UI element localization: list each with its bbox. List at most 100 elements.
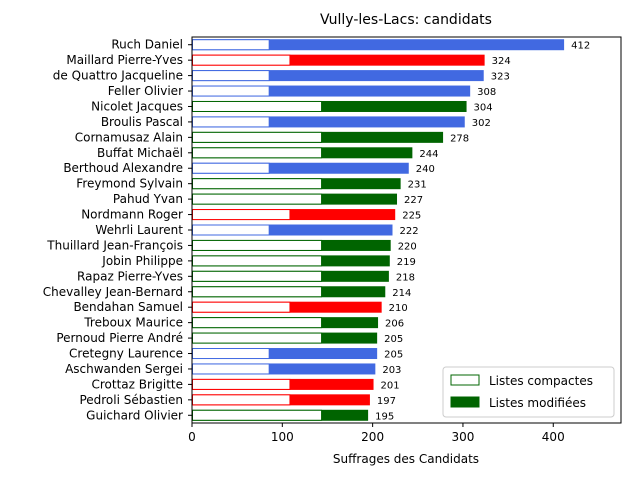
bar-compact (192, 409, 323, 421)
candidate-label: Freymond Sylvain (76, 177, 183, 191)
value-label: 197 (377, 396, 396, 407)
candidate-label: Guichard Olivier (86, 408, 183, 422)
bar-compact (192, 162, 270, 174)
bar-compact (192, 85, 270, 97)
value-label: 231 (408, 180, 427, 191)
legend-swatch-modified (450, 396, 480, 408)
bar-compact (192, 39, 270, 51)
candidate-label: Crottaz Brigitte (91, 377, 183, 391)
candidate-label: Rapaz Pierre-Yves (77, 269, 183, 283)
plot-frame (191, 36, 622, 424)
candidate-label: Buffat Michaël (97, 146, 183, 160)
bar-modified (192, 100, 467, 112)
bar-compact (192, 178, 323, 190)
value-label: 203 (382, 365, 401, 376)
value-label: 205 (384, 350, 403, 361)
bar-compact (192, 270, 323, 282)
bar-compact (192, 255, 323, 267)
legend: Listes compactes Listes modifiées (442, 366, 615, 418)
legend-box (442, 366, 615, 418)
value-label: 214 (392, 288, 411, 299)
candidate-label: Maillard Pierre-Yves (66, 53, 183, 67)
bar-compact (192, 378, 291, 390)
candidate-label: Wehrli Laurent (95, 223, 183, 237)
value-label: 324 (492, 56, 511, 67)
bar-modified (192, 85, 471, 97)
value-label: 227 (404, 195, 423, 206)
value-label: 244 (419, 149, 438, 160)
value-label: 278 (450, 133, 469, 144)
candidate-label: Thuillard Jean-François (46, 238, 183, 252)
candidate-label: Ruch Daniel (111, 38, 183, 52)
candidate-label: Cretegny Laurence (69, 347, 183, 361)
candidate-label: Nicolet Jacques (91, 99, 183, 113)
legend-swatch-compact (450, 374, 480, 386)
candidate-label: Jobin Philippe (101, 254, 183, 268)
value-label: 206 (385, 319, 404, 330)
bar-compact (192, 394, 291, 406)
x-tick-label: 200 (361, 430, 384, 444)
candidate-label: Broulis Pascal (101, 115, 183, 129)
bar-compact (192, 116, 270, 128)
value-label: 308 (477, 87, 496, 98)
value-label: 210 (389, 303, 408, 314)
value-label: 201 (381, 380, 400, 391)
bar-modified (192, 209, 396, 221)
x-tick-label: 100 (271, 430, 294, 444)
value-label: 302 (472, 118, 491, 129)
bar-compact (192, 332, 323, 344)
value-label: 218 (396, 272, 415, 283)
candidate-label: Pedroli Sébastien (79, 393, 183, 407)
bar-compact (192, 224, 270, 236)
value-label: 323 (491, 72, 510, 83)
bar-compact (192, 317, 323, 329)
value-label: 219 (397, 257, 416, 268)
bar-compact (192, 239, 323, 251)
candidate-label: Cornamusaz Alain (75, 130, 183, 144)
value-label: 412 (571, 41, 590, 52)
x-tick-label: 0 (188, 430, 196, 444)
candidate-label: Chevalley Jean-Bernard (43, 285, 183, 299)
bars-group (192, 39, 565, 421)
bar-compact (192, 348, 270, 360)
candidate-label: Nordmann Roger (81, 208, 183, 222)
candidate-label: de Quattro Jacqueline (53, 69, 183, 83)
bar-compact (192, 363, 270, 375)
bar-compact (192, 193, 323, 205)
bar-modified (192, 224, 393, 236)
bar-modified (192, 70, 484, 82)
value-label: 222 (400, 226, 419, 237)
bar-modified (192, 39, 565, 51)
candidate-label: Pahud Yvan (113, 192, 183, 206)
candidate-label: Bendahan Samuel (73, 300, 183, 314)
value-label: 205 (384, 334, 403, 345)
candidate-label: Pernoud Pierre André (56, 331, 183, 345)
bar-modified (192, 54, 485, 66)
bar-compact (192, 147, 323, 159)
chart-title: Vully-les-Lacs: candidats (320, 12, 492, 28)
bar-modified (192, 363, 376, 375)
candidate-label: Aschwanden Sergei (65, 362, 183, 376)
value-label: 225 (402, 211, 421, 222)
bar-compact (192, 286, 323, 298)
bar-compact (192, 54, 291, 66)
value-label: 195 (375, 411, 394, 422)
candidate-label: Treboux Maurice (83, 316, 183, 330)
value-label: 240 (416, 164, 435, 175)
x-tick-label: 300 (451, 430, 474, 444)
bar-compact (192, 131, 323, 143)
x-axis-title: Suffrages des Candidats (333, 452, 479, 466)
bar-modified (192, 116, 465, 128)
candidate-label: Feller Olivier (108, 84, 183, 98)
bar-modified (192, 348, 378, 360)
x-tick-label: 400 (542, 430, 565, 444)
value-label: 220 (398, 241, 417, 252)
bar-compact (192, 70, 270, 82)
bar-compact (192, 209, 291, 221)
value-label: 304 (474, 102, 493, 113)
bar-compact (192, 301, 291, 313)
legend-label-compact: Listes compactes (489, 374, 593, 388)
bar-compact (192, 100, 323, 112)
